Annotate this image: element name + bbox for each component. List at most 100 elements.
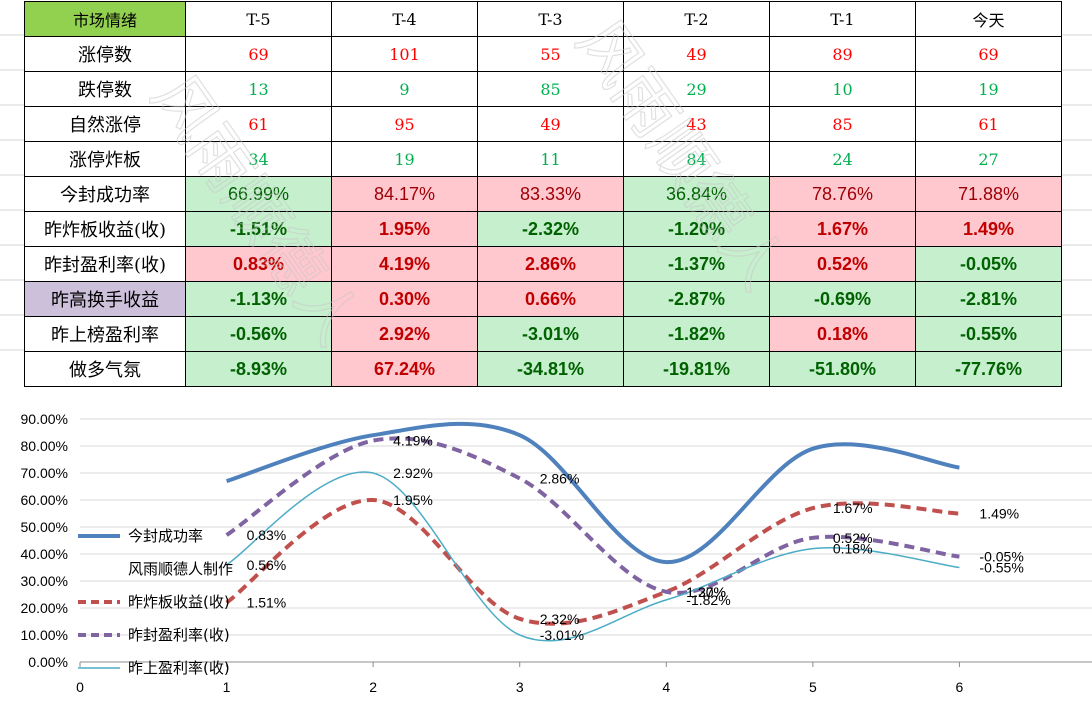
table-cell[interactable]: -0.55%: [915, 316, 1062, 352]
table-cell[interactable]: 1.95%: [331, 211, 478, 247]
header-corner-cell[interactable]: 市场情绪: [24, 1, 186, 37]
table-cell[interactable]: 36.84%: [623, 176, 770, 212]
table-cell[interactable]: 43: [623, 106, 770, 142]
table-cell[interactable]: -3.01%: [477, 316, 624, 352]
table-cell[interactable]: 24: [769, 141, 916, 177]
row-label[interactable]: 昨炸板收益(收): [24, 211, 186, 247]
data-label: 4.19%: [393, 433, 433, 449]
table-cell[interactable]: 84: [623, 141, 770, 177]
table-cell[interactable]: -77.76%: [915, 351, 1062, 387]
chart-tick-labels: 0.00% 10.00% 20.00% 30.00% 40.00% 50.00% 60.00…: [21, 411, 964, 695]
header-cell[interactable]: T-2: [623, 1, 770, 37]
table-cell[interactable]: 13: [185, 71, 332, 107]
data-label: 0.52%: [833, 530, 873, 546]
series-line-2: [225, 497, 960, 626]
table-cell[interactable]: 49: [623, 36, 770, 72]
data-label: 1.20%: [686, 584, 726, 600]
table-cell[interactable]: 89: [769, 36, 916, 72]
table-cell[interactable]: 84.17%: [331, 176, 478, 212]
header-cell[interactable]: T-1: [769, 1, 916, 37]
table-cell[interactable]: 55: [477, 36, 624, 72]
row-label[interactable]: 昨封盈利率(收): [24, 246, 186, 282]
header-cell[interactable]: 今天: [915, 1, 1062, 37]
table-cell[interactable]: 85: [769, 106, 916, 142]
table-cell[interactable]: -34.81%: [477, 351, 624, 387]
table-cell[interactable]: 10: [769, 71, 916, 107]
table-cell[interactable]: -1.51%: [185, 211, 332, 247]
y-tick-label: 10.00%: [21, 627, 68, 643]
table-cell[interactable]: 83.33%: [477, 176, 624, 212]
y-tick-label: 90.00%: [21, 411, 68, 427]
table-cell[interactable]: 66.99%: [185, 176, 332, 212]
table-cell[interactable]: 34: [185, 141, 332, 177]
table-cell[interactable]: 19: [331, 141, 478, 177]
row-label[interactable]: 自然涨停: [24, 106, 186, 142]
table-cell[interactable]: 1.67%: [769, 211, 916, 247]
table-row: 涨停炸板 34 19 11 84 24 27: [24, 141, 1062, 177]
table-cell[interactable]: 95: [331, 106, 478, 142]
table-cell[interactable]: 19: [915, 71, 1062, 107]
row-label[interactable]: 今封成功率: [24, 176, 186, 212]
data-label: 0.18%: [833, 541, 873, 557]
table-cell[interactable]: 9: [331, 71, 478, 107]
table-cell[interactable]: -2.32%: [477, 211, 624, 247]
y-tick-label: 70.00%: [21, 465, 68, 481]
table-cell[interactable]: 61: [185, 106, 332, 142]
header-cell[interactable]: T-5: [185, 1, 332, 37]
table-row: 跌停数 13 9 85 29 10 19: [24, 71, 1062, 107]
table-cell[interactable]: 0.83%: [185, 246, 332, 282]
table-cell[interactable]: 49: [477, 106, 624, 142]
table-cell[interactable]: -1.37%: [623, 246, 770, 282]
table-cell[interactable]: -0.69%: [769, 281, 916, 317]
table-cell[interactable]: -1.13%: [185, 281, 332, 317]
table-cell[interactable]: -1.82%: [623, 316, 770, 352]
table-cell[interactable]: 78.76%: [769, 176, 916, 212]
row-label[interactable]: 涨停数: [24, 36, 186, 72]
table-cell[interactable]: 27: [915, 141, 1062, 177]
table-cell[interactable]: 2.86%: [477, 246, 624, 282]
table-cell[interactable]: -2.87%: [623, 281, 770, 317]
row-label[interactable]: 做多气氛: [24, 351, 186, 387]
legend-label: 今封成功率: [128, 527, 203, 545]
table-cell[interactable]: 29: [623, 71, 770, 107]
table-cell[interactable]: 4.19%: [331, 246, 478, 282]
chart-series-lines: [225, 421, 960, 642]
table-cell[interactable]: 0.66%: [477, 281, 624, 317]
table-cell[interactable]: 69: [185, 36, 332, 72]
table-cell[interactable]: 101: [331, 36, 478, 72]
row-label[interactable]: 昨上榜盈利率: [24, 316, 186, 352]
series-line-4: [226, 471, 960, 642]
x-tick-label: 5: [809, 679, 817, 695]
table-cell[interactable]: 69: [915, 36, 1062, 72]
table-cell[interactable]: 61: [915, 106, 1062, 142]
table-cell[interactable]: 0.30%: [331, 281, 478, 317]
table-cell[interactable]: 85: [477, 71, 624, 107]
table-cell[interactable]: -0.56%: [185, 316, 332, 352]
data-label: 1.49%: [979, 506, 1019, 522]
table-cell[interactable]: 71.88%: [915, 176, 1062, 212]
header-cell[interactable]: T-4: [331, 1, 478, 37]
table-cell[interactable]: -1.20%: [623, 211, 770, 247]
table-cell[interactable]: -19.81%: [623, 351, 770, 387]
header-cell[interactable]: T-3: [477, 1, 624, 37]
sheet-gridlines: [0, 34, 1092, 351]
table-cell[interactable]: -8.93%: [185, 351, 332, 387]
row-label[interactable]: 跌停数: [24, 71, 186, 107]
y-tick-label: 50.00%: [21, 519, 68, 535]
table-cell[interactable]: 2.92%: [331, 316, 478, 352]
row-label[interactable]: 涨停炸板: [24, 141, 186, 177]
table-row: 昨高换手收益 -1.13% 0.30% 0.66% -2.87% -0.69% -2.81%: [24, 281, 1062, 317]
table-cell[interactable]: 67.24%: [331, 351, 478, 387]
table-cell[interactable]: -0.05%: [915, 246, 1062, 282]
data-label: 2.32%: [540, 611, 580, 627]
table-cell[interactable]: 11: [477, 141, 624, 177]
row-label[interactable]: 昨高换手收益: [24, 281, 186, 317]
table-cell[interactable]: 1.49%: [915, 211, 1062, 247]
table-cell[interactable]: 0.52%: [769, 246, 916, 282]
y-tick-label: 0.00%: [28, 654, 68, 670]
table-cell[interactable]: -51.80%: [769, 351, 916, 387]
table-row: 今封成功率 66.99% 84.17% 83.33% 36.84% 78.76% 71.88…: [24, 176, 1062, 212]
chart-data-labels: 1.51% 1.95% 2.32% 1.20% 1.67% 1.49% 0.83% 4.19%…: [247, 433, 1024, 643]
table-cell[interactable]: 0.18%: [769, 316, 916, 352]
table-cell[interactable]: -2.81%: [915, 281, 1062, 317]
